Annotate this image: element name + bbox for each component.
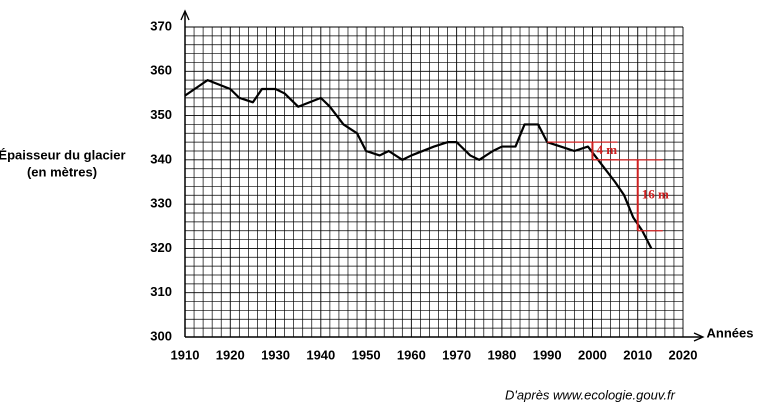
y-tick-label: 310	[150, 284, 172, 299]
y-axis-arrow	[180, 9, 190, 21]
x-tick-label: 2020	[669, 347, 698, 362]
x-axis-label: Années	[707, 325, 754, 340]
x-tick-label: 1950	[352, 347, 381, 362]
x-tick-label: 1980	[487, 347, 516, 362]
y-tick-label: 330	[150, 196, 172, 211]
x-tick-label: 1990	[533, 347, 562, 362]
y-tick-label: 320	[150, 240, 172, 255]
x-tick-label: 1940	[306, 347, 335, 362]
x-tick-label: 1910	[171, 347, 200, 362]
x-tick-label: 2010	[623, 347, 652, 362]
source: D'après www.ecologie.gouv.fr	[505, 387, 676, 402]
x-tick-label: 1970	[442, 347, 471, 362]
x-tick-label: 1920	[216, 347, 245, 362]
x-axis-arrow	[693, 332, 705, 342]
x-tick-label: 1960	[397, 347, 426, 362]
y-tick-label: 360	[150, 63, 172, 78]
y-tick-label: 340	[150, 151, 172, 166]
data-line	[184, 79, 653, 249]
y-tick-label: 370	[150, 18, 172, 33]
x-tick-label: 1930	[261, 347, 290, 362]
y-axis-label: Épaisseur du glacier	[0, 147, 126, 162]
annotation-label: 16 m	[642, 186, 669, 201]
x-tick-label: 2000	[578, 347, 607, 362]
y-axis-label: (en mètres)	[27, 164, 97, 179]
y-tick-label: 300	[150, 328, 172, 343]
annotation-label: 4 m	[596, 142, 617, 157]
y-tick-label: 350	[150, 107, 172, 122]
